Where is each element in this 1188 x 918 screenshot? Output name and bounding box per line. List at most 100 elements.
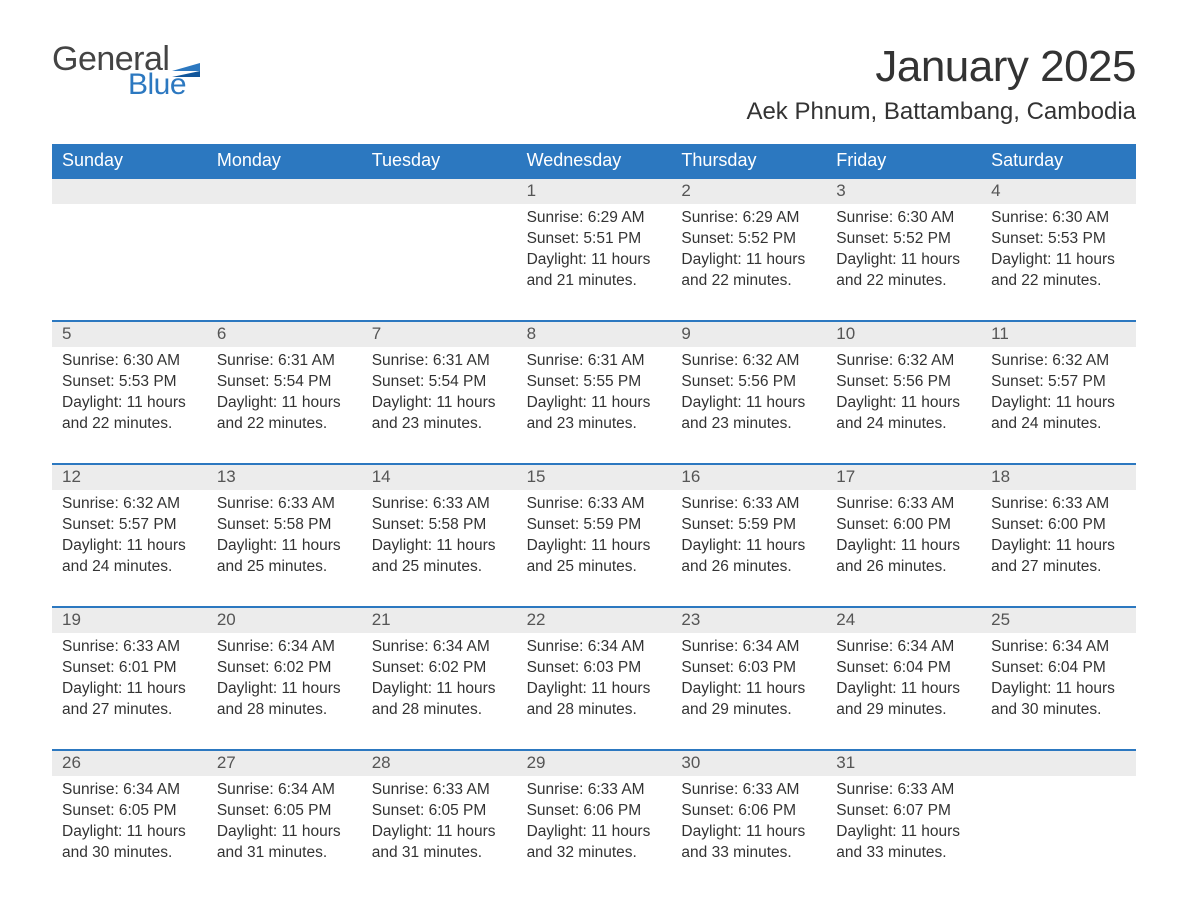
sunrise-text: Sunrise: 6:32 AM [836,351,971,372]
daylight-text-line2: and 26 minutes. [836,557,971,578]
day-number: 17 [826,465,981,490]
sunrise-text: Sunrise: 6:30 AM [836,208,971,229]
daynum-strip: 567891011 [52,322,1136,347]
day-cell: Sunrise: 6:31 AMSunset: 5:54 PMDaylight:… [207,347,362,439]
day-number: 5 [52,322,207,347]
sunrise-text: Sunrise: 6:34 AM [217,637,352,658]
sunset-text: Sunset: 5:53 PM [62,372,197,393]
day-number: 19 [52,608,207,633]
day-cell: Sunrise: 6:31 AMSunset: 5:54 PMDaylight:… [362,347,517,439]
sunset-text: Sunset: 6:06 PM [681,801,816,822]
day-cell: Sunrise: 6:34 AMSunset: 6:04 PMDaylight:… [981,633,1136,725]
sunset-text: Sunset: 6:04 PM [836,658,971,679]
sunset-text: Sunset: 6:07 PM [836,801,971,822]
day-number: 1 [517,179,672,204]
daynum-strip: 19202122232425 [52,608,1136,633]
daybody-row: Sunrise: 6:29 AMSunset: 5:51 PMDaylight:… [52,204,1136,296]
day-cell [207,204,362,296]
daylight-text-line1: Daylight: 11 hours [681,679,816,700]
day-number: 26 [52,751,207,776]
day-number: 12 [52,465,207,490]
daylight-text-line1: Daylight: 11 hours [991,393,1126,414]
sunrise-text: Sunrise: 6:34 AM [217,780,352,801]
daybody-row: Sunrise: 6:33 AMSunset: 6:01 PMDaylight:… [52,633,1136,725]
day-number: 23 [671,608,826,633]
calendar-week: 262728293031 Sunrise: 6:34 AM Sunset: 6:05… [52,749,1136,868]
sunrise-text: Sunrise: 6:31 AM [217,351,352,372]
header-row: General Blue January 2025 Aek Phnum, Bat… [52,42,1136,126]
daylight-text-line2: and 32 minutes. [527,843,662,864]
sunrise-text: Sunrise: 6:31 AM [372,351,507,372]
day-cell: Sunrise: 6:32 AMSunset: 5:56 PMDaylight:… [671,347,826,439]
daylight-text-line2: and 30 minutes. [62,843,197,864]
day-number: 16 [671,465,826,490]
daylight-text-line1: Daylight: 11 hours [372,536,507,557]
day-cell: Sunrise: 6:29 AMSunset: 5:51 PMDaylight:… [517,204,672,296]
generalblue-logo: General Blue [52,42,200,100]
day-number: 15 [517,465,672,490]
daylight-text-line1: Daylight: 11 hours [681,250,816,271]
daylight-text-line2: and 31 minutes. [372,843,507,864]
day-number: 29 [517,751,672,776]
sunrise-text: Sunrise: 6:34 AM [991,637,1126,658]
day-number: 18 [981,465,1136,490]
weekday-header: Saturday [981,144,1136,179]
daylight-text-line1: Daylight: 11 hours [527,679,662,700]
daylight-text-line1: Daylight: 11 hours [836,250,971,271]
day-number: 7 [362,322,517,347]
sunset-text: Sunset: 5:53 PM [991,229,1126,250]
day-number [362,179,517,204]
day-number: 9 [671,322,826,347]
sunset-text: Sunset: 5:58 PM [372,515,507,536]
sunset-text: Sunset: 6:05 PM [372,801,507,822]
day-number: 31 [826,751,981,776]
daylight-text-line1: Daylight: 11 hours [372,822,507,843]
weekday-header: Thursday [671,144,826,179]
sunrise-text: Sunrise: 6:34 AM [372,637,507,658]
sunrise-text: Sunrise: 6:33 AM [372,494,507,515]
daylight-text-line2: and 22 minutes. [217,414,352,435]
day-cell: Sunrise: 6:31 AMSunset: 5:55 PMDaylight:… [517,347,672,439]
daylight-text-line2: and 24 minutes. [62,557,197,578]
sunrise-text: Sunrise: 6:29 AM [681,208,816,229]
daylight-text-line1: Daylight: 11 hours [836,822,971,843]
sunrise-text: Sunrise: 6:31 AM [527,351,662,372]
sunrise-text: Sunrise: 6:34 AM [527,637,662,658]
day-cell: Sunrise: 6:33 AMSunset: 5:59 PMDaylight:… [517,490,672,582]
daylight-text-line1: Daylight: 11 hours [217,536,352,557]
daybody-row: Sunrise: 6:32 AMSunset: 5:57 PMDaylight:… [52,490,1136,582]
sunset-text: Sunset: 5:59 PM [527,515,662,536]
daylight-text-line1: Daylight: 11 hours [62,822,197,843]
day-cell [981,776,1136,868]
weekday-header: Tuesday [362,144,517,179]
sunset-text: Sunset: 6:00 PM [991,515,1126,536]
day-cell [362,204,517,296]
daynum-strip: 262728293031 [52,751,1136,776]
day-number: 13 [207,465,362,490]
daylight-text-line2: and 24 minutes. [991,414,1126,435]
day-number: 2 [671,179,826,204]
calendar-week: 567891011Sunrise: 6:30 AMSunset: 5:53 PM… [52,320,1136,439]
daylight-text-line2: and 27 minutes. [991,557,1126,578]
day-cell: Sunrise: 6:33 AMSunset: 6:05 PMDaylight:… [362,776,517,868]
daylight-text-line2: and 22 minutes. [991,271,1126,292]
title-block: January 2025 Aek Phnum, Battambang, Camb… [746,42,1136,126]
day-cell: Sunrise: 6:34 AMSunset: 6:04 PMDaylight:… [826,633,981,725]
sunrise-text: Sunrise: 6:32 AM [991,351,1126,372]
day-number: 30 [671,751,826,776]
weekday-header: Wednesday [517,144,672,179]
day-number: 11 [981,322,1136,347]
daylight-text-line1: Daylight: 11 hours [62,536,197,557]
sunrise-text: Sunrise: 6:33 AM [527,494,662,515]
sunset-text: Sunset: 6:02 PM [217,658,352,679]
day-number: 21 [362,608,517,633]
day-number: 20 [207,608,362,633]
day-cell [52,204,207,296]
sunrise-text: Sunrise: 6:30 AM [991,208,1126,229]
calendar-week: 19202122232425Sunrise: 6:33 AMSunset: 6:… [52,606,1136,725]
daylight-text-line1: Daylight: 11 hours [681,822,816,843]
sunrise-text: Sunrise: 6:33 AM [62,637,197,658]
daylight-text-line2: and 29 minutes. [836,700,971,721]
daylight-text-line1: Daylight: 11 hours [527,822,662,843]
daylight-text-line2: and 26 minutes. [681,557,816,578]
